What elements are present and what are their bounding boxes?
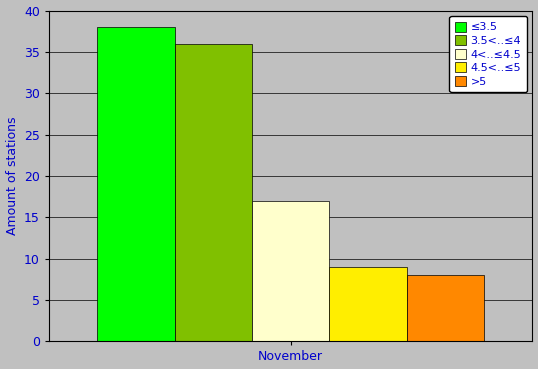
Legend: ≤3.5, 3.5<..≤4, 4<..≤4.5, 4.5<..≤5, >5: ≤3.5, 3.5<..≤4, 4<..≤4.5, 4.5<..≤5, >5 bbox=[449, 16, 527, 92]
Bar bbox=[175, 44, 252, 341]
Bar bbox=[252, 201, 329, 341]
Bar bbox=[407, 275, 484, 341]
Bar bbox=[97, 27, 175, 341]
Bar bbox=[329, 267, 407, 341]
Y-axis label: Amount of stations: Amount of stations bbox=[5, 117, 18, 235]
